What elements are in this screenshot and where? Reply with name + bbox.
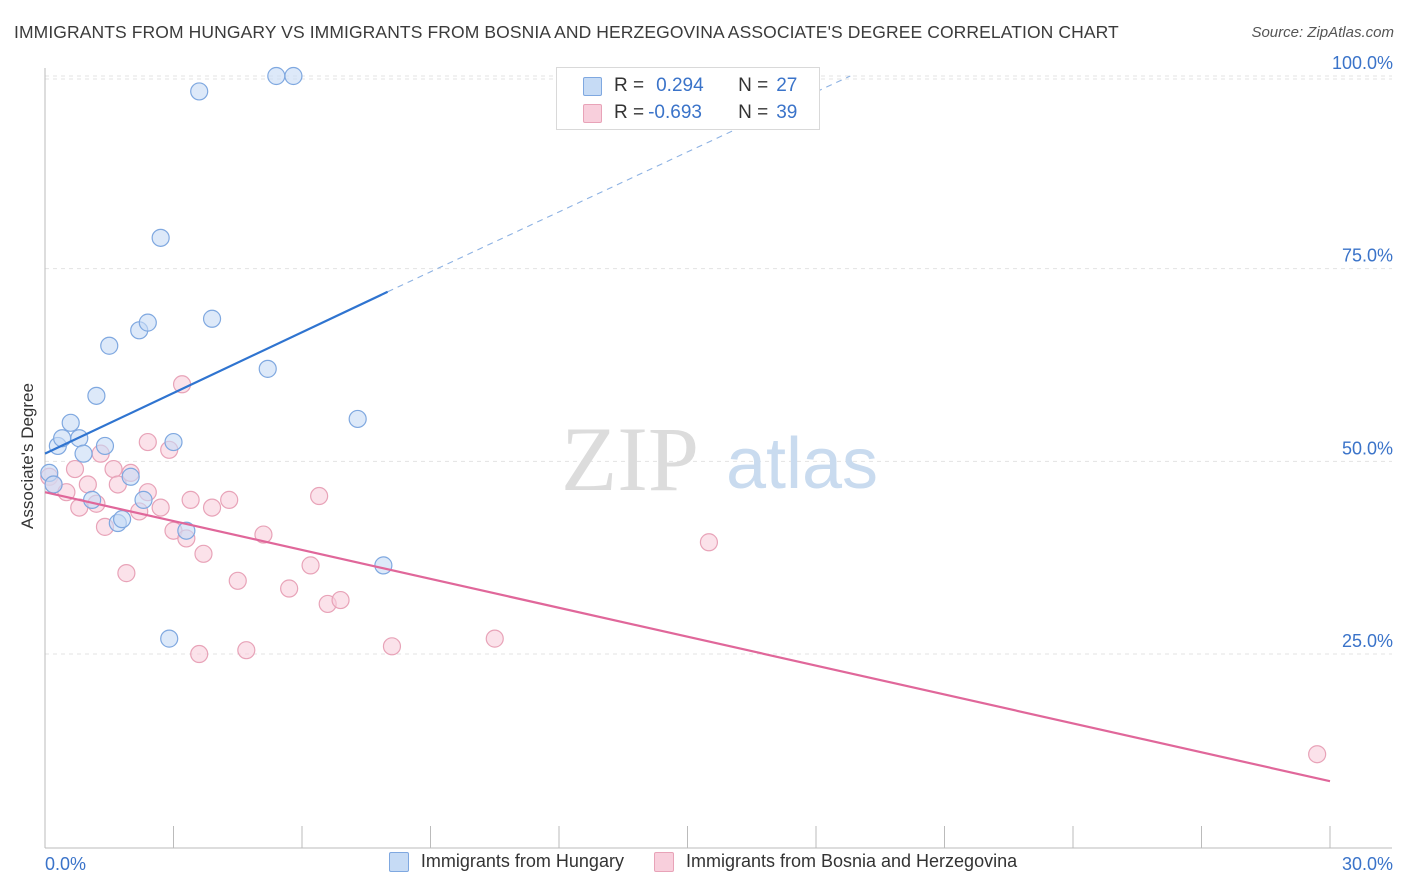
x-tick-label-min: 0.0% bbox=[45, 854, 86, 874]
hungary-point bbox=[83, 490, 102, 509]
hungary-point bbox=[190, 82, 209, 101]
bosnia-point bbox=[485, 629, 504, 648]
bosnia-point bbox=[190, 644, 209, 664]
bosnia-point bbox=[138, 432, 157, 452]
watermark-zip: ZIP bbox=[561, 408, 699, 510]
n-value-hungary: 27 bbox=[776, 75, 798, 96]
bosnia-legend-swatch bbox=[653, 851, 674, 872]
bosnia-point bbox=[382, 637, 402, 656]
hungary-point bbox=[134, 490, 153, 509]
hungary-point bbox=[44, 475, 63, 494]
bosnia-point bbox=[228, 571, 247, 590]
bosnia-point bbox=[1308, 745, 1327, 764]
r-value-hungary: 0.294 bbox=[656, 75, 704, 96]
y-tick-label: 25.0% bbox=[1342, 631, 1393, 651]
hungary-point bbox=[284, 66, 303, 86]
hungary-point bbox=[177, 521, 196, 540]
x-tick-label-max: 30.0% bbox=[1342, 854, 1393, 874]
hungary-point bbox=[95, 436, 115, 456]
bosnia-point bbox=[699, 533, 719, 552]
series-legend: Immigrants from Hungary Immigrants from … bbox=[0, 851, 1406, 872]
stats-row-bosnia: R = -0.693 N = 39 bbox=[583, 101, 797, 125]
r-value-bosnia: -0.693 bbox=[648, 102, 702, 123]
hungary-point bbox=[74, 444, 93, 463]
legend-label-bosnia: Immigrants from Bosnia and Herzegovina bbox=[685, 851, 1018, 871]
bosnia-point bbox=[310, 486, 329, 506]
chart-title: IMMIGRANTS FROM HUNGARY VS IMMIGRANTS FR… bbox=[14, 22, 1119, 42]
hungary-point bbox=[258, 359, 277, 378]
n-label: N = bbox=[738, 75, 769, 96]
bosnia-point bbox=[181, 490, 200, 509]
hungary-point bbox=[348, 409, 367, 429]
bosnia-point bbox=[104, 459, 123, 479]
hungary-point bbox=[267, 66, 286, 86]
r-label: R = bbox=[614, 102, 645, 123]
hungary-trend-line bbox=[44, 290, 389, 455]
hungary-point bbox=[202, 309, 222, 328]
bosnia-point bbox=[151, 498, 170, 517]
watermark-atlas: atlas bbox=[726, 424, 878, 504]
bosnia-trend-line bbox=[44, 491, 1331, 783]
n-value-bosnia: 39 bbox=[776, 102, 798, 123]
hungary-point bbox=[112, 510, 132, 529]
legend-label-hungary: Immigrants from Hungary bbox=[420, 851, 624, 871]
n-label: N = bbox=[738, 102, 769, 123]
data-points bbox=[40, 66, 1327, 764]
gridlines bbox=[45, 75, 1392, 655]
hungary-point bbox=[151, 228, 170, 247]
legend-item-hungary[interactable]: Immigrants from Hungary bbox=[388, 851, 624, 872]
stats-row-hungary: R = 0.294 N = 27 bbox=[583, 74, 797, 98]
hungary-point bbox=[164, 432, 183, 452]
bosnia-point bbox=[237, 641, 256, 660]
y-tick-label: 50.0% bbox=[1342, 438, 1393, 458]
hungary-point bbox=[138, 313, 157, 332]
bosnia-point bbox=[117, 564, 136, 583]
bosnia-point bbox=[202, 498, 222, 517]
hungary-point bbox=[100, 336, 119, 355]
hungary-legend-swatch bbox=[388, 851, 409, 872]
hungary-point bbox=[53, 429, 72, 448]
hungary-trend-extension bbox=[387, 75, 851, 293]
r-label: R = bbox=[614, 75, 645, 96]
source-credit: Source: ZipAtlas.com bbox=[1251, 24, 1394, 41]
bosnia-point bbox=[254, 525, 273, 544]
hungary-point bbox=[160, 629, 179, 648]
bosnia-point bbox=[65, 459, 85, 479]
hungary-point bbox=[87, 386, 106, 405]
hungary-point bbox=[121, 467, 140, 486]
y-tick-label: 100.0% bbox=[1332, 53, 1393, 73]
bosnia-point bbox=[78, 475, 97, 494]
tick-labels: 25.0% 50.0% 75.0% 100.0% 0.0% 30.0% bbox=[45, 53, 1393, 874]
bosnia-point bbox=[220, 490, 239, 509]
bosnia-point bbox=[280, 579, 299, 598]
hungary-swatch bbox=[583, 76, 602, 96]
bosnia-point bbox=[194, 544, 213, 563]
bosnia-point bbox=[172, 375, 192, 394]
y-tick-label: 75.0% bbox=[1342, 246, 1393, 266]
hungary-point bbox=[374, 556, 393, 575]
bosnia-point bbox=[301, 556, 320, 575]
watermark: ZIP atlas bbox=[561, 408, 878, 510]
bosnia-point bbox=[331, 590, 350, 610]
legend-item-bosnia[interactable]: Immigrants from Bosnia and Herzegovina bbox=[653, 851, 1018, 872]
axes bbox=[44, 68, 1392, 849]
hungary-point bbox=[61, 413, 80, 432]
bosnia-swatch bbox=[583, 103, 602, 123]
trend-lines bbox=[44, 75, 1331, 783]
stats-legend: R = 0.294 N = 27 R = -0.693 N = 39 bbox=[556, 67, 820, 130]
